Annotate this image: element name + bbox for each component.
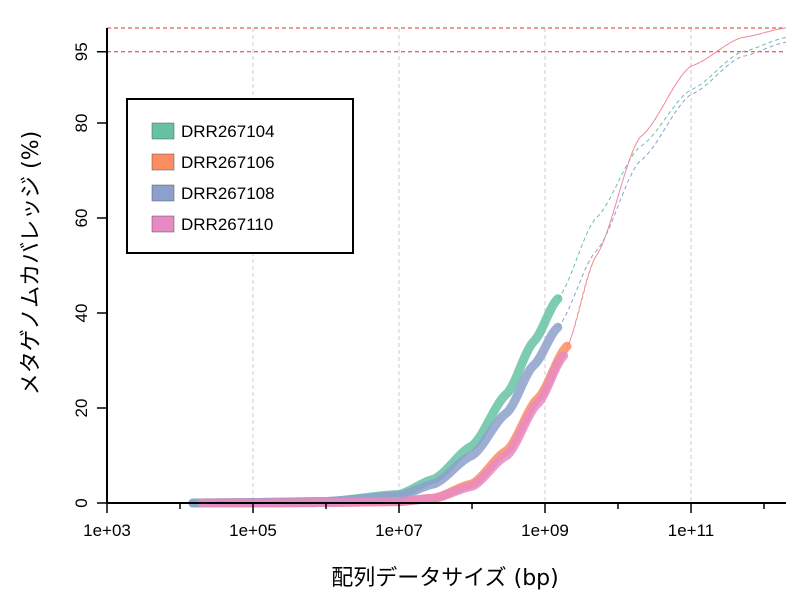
series-observed-line — [197, 351, 569, 508]
series-observed-line — [197, 341, 572, 508]
y-tick-label: 0 — [72, 498, 91, 507]
y-tick-label: 80 — [72, 114, 91, 133]
y-axis-title: メタゲノムカバレッジ (%) — [19, 131, 44, 395]
series-observed-line — [188, 322, 563, 508]
axes: 1e+03 1e+05 1e+07 1e+09 1e+11 0 20 40 60 80 95 — [72, 28, 786, 540]
y-tick-label: 20 — [72, 399, 91, 418]
x-tick-label: 1e+03 — [83, 521, 131, 540]
series-observed-line — [188, 294, 563, 508]
y-tick-label: 60 — [72, 209, 91, 228]
y-tick-label: 95 — [72, 42, 91, 61]
x-tick-label: 1e+09 — [521, 521, 569, 540]
y-tick-label: 40 — [72, 304, 91, 323]
legend-swatch — [151, 122, 175, 140]
legend-swatch — [151, 215, 175, 233]
legend-label: DRR267110 — [181, 215, 273, 234]
legend-swatch — [151, 184, 175, 202]
reference-lines — [107, 27, 786, 53]
legend-label: DRR267106 — [181, 153, 275, 172]
series-extrapolation-line — [566, 27, 787, 347]
x-tick-label: 1e+05 — [229, 521, 277, 540]
series-extrapolation-line — [557, 37, 787, 300]
x-tick-label: 1e+11 — [668, 521, 714, 540]
x-tick-label: 1e+07 — [375, 521, 423, 540]
series-extrapolation-line — [563, 27, 787, 356]
series-extrapolation-line — [557, 41, 787, 328]
legend: DRR267104 DRR267106 DRR267108 DRR267110 — [126, 98, 354, 254]
legend-label: DRR267104 — [181, 122, 275, 141]
legend-label: DRR267108 — [181, 184, 275, 203]
x-axis-title: 配列データサイズ (bp) — [331, 566, 558, 591]
legend-swatch — [151, 153, 175, 171]
